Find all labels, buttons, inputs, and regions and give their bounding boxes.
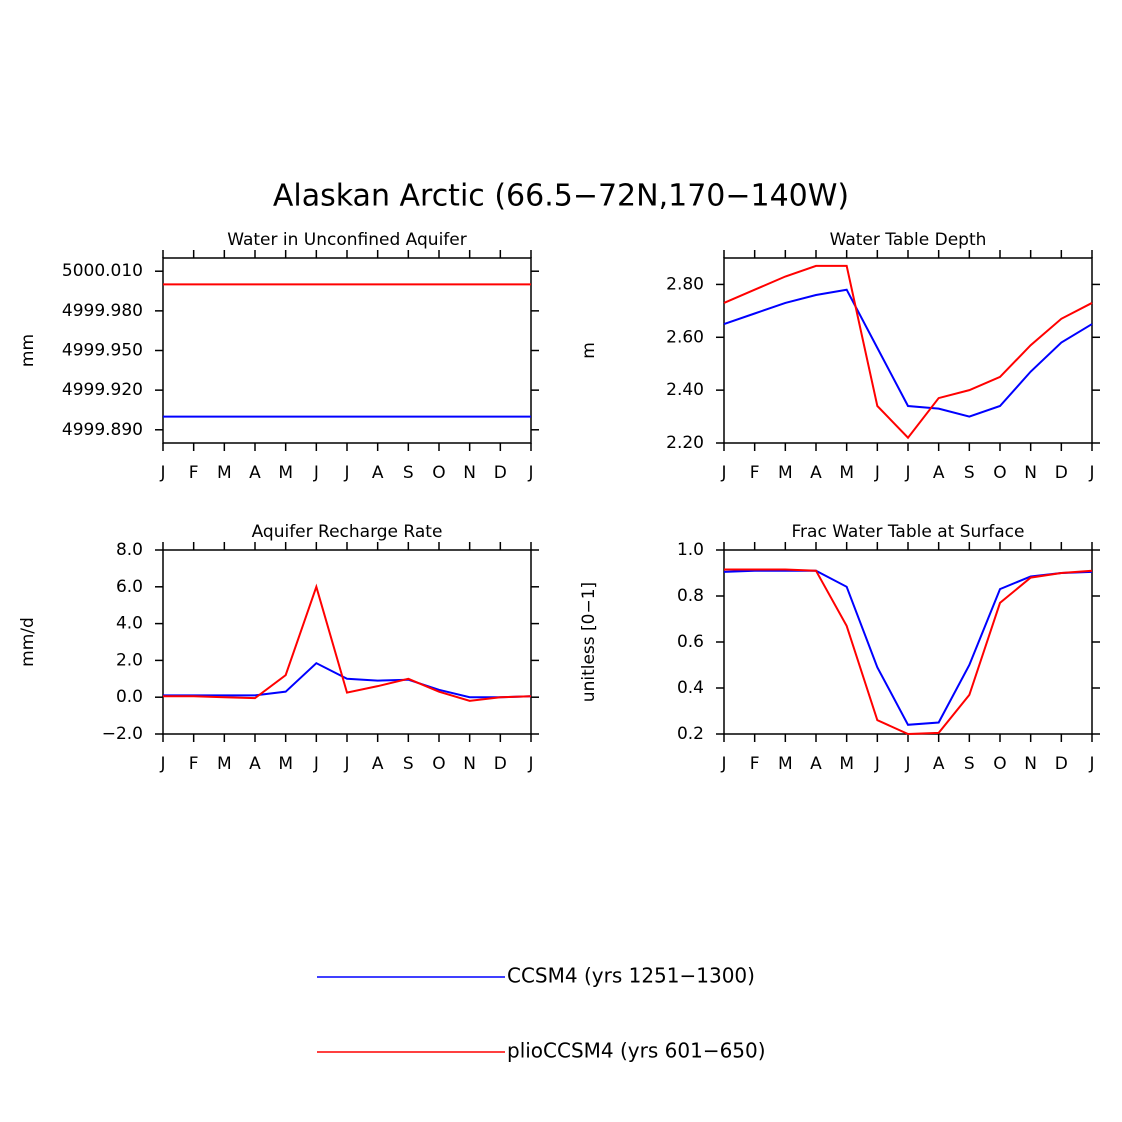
x-tick-label: S [403, 463, 414, 483]
x-tick-label: A [249, 754, 261, 774]
y-tick-label: 4999.920 [62, 380, 143, 400]
x-tick-label: A [810, 463, 822, 483]
x-tick-label: S [964, 463, 975, 483]
y-tick-label: 4999.890 [62, 420, 143, 440]
x-tick-label: M [839, 754, 854, 774]
x-tick-label: J [874, 754, 880, 774]
x-tick-label: M [217, 463, 232, 483]
x-tick-label: M [217, 754, 232, 774]
x-tick-label: J [1088, 754, 1094, 774]
y-tick-label: 4.0 [116, 614, 143, 634]
y-tick-label: 0.8 [677, 586, 704, 606]
x-tick-label: D [494, 463, 507, 483]
x-tick-label: M [778, 463, 793, 483]
y-axis-label: mm [18, 334, 38, 367]
legend-label: CCSM4 (yrs 1251−1300) [507, 964, 755, 988]
data-line [163, 583, 532, 702]
x-tick-label: N [463, 463, 476, 483]
x-tick-label: S [964, 754, 975, 774]
y-tick-label: 2.0 [116, 650, 143, 670]
data-line [163, 661, 532, 699]
figure-title: Alaskan Arctic (66.5−72N,170−140W) [273, 179, 849, 214]
x-tick-label: J [720, 463, 726, 483]
x-tick-label: F [189, 754, 199, 774]
y-tick-label: 2.80 [666, 274, 704, 294]
x-tick-label: N [463, 754, 476, 774]
plot-frame [162, 257, 532, 444]
y-tick-label: 2.20 [666, 433, 704, 453]
x-tick-label: D [1055, 463, 1068, 483]
x-tick-label: A [372, 754, 384, 774]
y-tick-label: 4999.980 [62, 301, 143, 321]
x-tick-label: J [874, 463, 880, 483]
panel-title: Frac Water Table at Surface [792, 522, 1025, 542]
x-tick-label: A [249, 463, 261, 483]
data-line [724, 568, 1093, 736]
x-tick-label: F [189, 463, 199, 483]
legend-label: plioCCSM4 (yrs 601−650) [507, 1039, 766, 1063]
x-tick-label: J [527, 754, 533, 774]
plot-frame [723, 257, 1093, 444]
x-tick-label: N [1024, 754, 1037, 774]
x-tick-label: J [527, 463, 533, 483]
y-tick-label: 4999.950 [62, 341, 143, 361]
x-tick-label: F [750, 754, 760, 774]
x-tick-label: J [904, 754, 910, 774]
y-tick-label: 0.2 [677, 724, 704, 744]
x-tick-label: M [839, 463, 854, 483]
x-tick-label: J [904, 463, 910, 483]
y-tick-label: 8.0 [116, 540, 143, 560]
x-tick-label: J [313, 754, 319, 774]
x-tick-label: A [933, 754, 945, 774]
x-tick-label: M [778, 754, 793, 774]
x-tick-label: O [993, 463, 1006, 483]
x-tick-label: M [278, 754, 293, 774]
x-tick-label: D [494, 754, 507, 774]
x-tick-label: J [159, 754, 165, 774]
data-line [723, 264, 1093, 440]
data-line [723, 569, 1093, 726]
x-tick-label: A [933, 463, 945, 483]
y-tick-label: 2.40 [666, 380, 704, 400]
x-tick-label: A [372, 463, 384, 483]
x-tick-label: F [750, 463, 760, 483]
x-tick-label: J [343, 754, 349, 774]
x-tick-label: O [432, 754, 445, 774]
y-tick-label: 0.6 [677, 632, 704, 652]
x-tick-label: D [1055, 754, 1068, 774]
y-tick-label: 5000.010 [62, 261, 143, 281]
y-tick-label: 0.4 [677, 678, 704, 698]
panel-title: Aquifer Recharge Rate [252, 522, 443, 542]
y-tick-label: 2.60 [666, 327, 704, 347]
y-tick-label: 6.0 [116, 577, 143, 597]
y-tick-label: 0.0 [116, 687, 143, 707]
x-tick-label: N [1024, 463, 1037, 483]
y-tick-label: −2.0 [102, 724, 143, 744]
panel-title: Water Table Depth [830, 230, 987, 250]
plot-frame [162, 549, 532, 735]
x-tick-label: J [1088, 463, 1094, 483]
x-tick-label: J [720, 754, 726, 774]
x-tick-label: A [810, 754, 822, 774]
x-tick-label: O [432, 463, 445, 483]
x-tick-label: S [403, 754, 414, 774]
data-line [723, 288, 1093, 418]
y-axis-label: unitless [0−1] [579, 582, 599, 702]
x-tick-label: O [993, 754, 1006, 774]
x-tick-label: J [343, 463, 349, 483]
y-axis-label: mm/d [18, 617, 38, 667]
y-axis-label: m [579, 342, 599, 359]
x-tick-label: J [159, 463, 165, 483]
x-tick-label: M [278, 463, 293, 483]
panel-title: Water in Unconfined Aquifer [227, 230, 467, 250]
y-tick-label: 1.0 [677, 540, 704, 560]
x-tick-label: J [313, 463, 319, 483]
